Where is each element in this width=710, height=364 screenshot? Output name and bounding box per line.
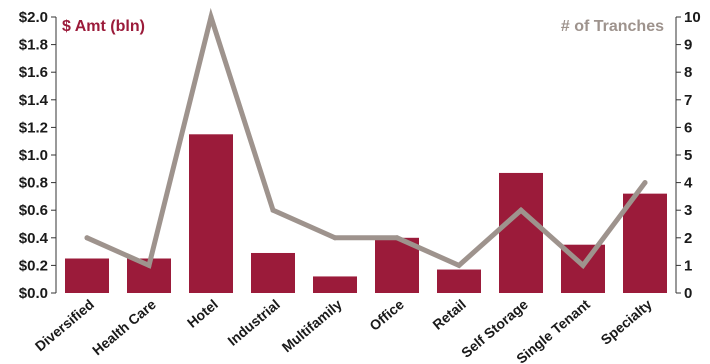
tranches-point [146,262,152,268]
category-label: Multifamily [279,296,345,355]
tranches-point [84,235,90,241]
right-axis-tick-label: 5 [684,147,692,164]
right-axis-tick-label: 0 [684,285,692,302]
bar-industrial [251,252,295,293]
tranches-point [642,180,648,186]
left-axis-tick-label: $0.0 [19,285,48,302]
tranches-point [270,207,276,213]
tranches-point [394,235,400,241]
tranches-line-series [84,7,648,270]
left-axis-tick-label: $1.6 [19,64,48,81]
right-axis-tick-label: 7 [684,92,692,109]
category-label: Retail [429,296,468,333]
category-label: Hotel [184,296,221,331]
bar-specialty [623,193,667,293]
bar-self-storage [499,172,543,293]
category-label: Health Care [89,296,159,358]
left-axis-label: $ Amt (bln) [62,18,145,35]
bar-multifamily [313,276,357,293]
tranches-point [208,14,214,20]
category-label: Diversified [32,296,97,354]
right-axis-tick-label: 3 [684,202,692,219]
left-axis-tick-label: $1.2 [19,119,48,136]
left-axis-tick-label: $0.6 [19,202,48,219]
right-axis-tick-label: 9 [684,37,692,54]
right-axis-tick-label: 4 [684,175,693,192]
right-axis-tick-label: 8 [684,64,692,81]
bar-retail [437,269,481,293]
left-axis-tick-label: $0.4 [19,230,49,247]
right-axis-tick-label: 6 [684,119,692,136]
right-axis-tick-label: 2 [684,230,692,247]
right-axis-tick-label: 1 [684,257,692,274]
category-label: Industrial [224,296,283,349]
right-axis-label: # of Tranches [561,18,664,35]
left-axis-tick-label: $1.4 [19,92,49,109]
tranches-line [84,7,648,270]
tranches-point [518,207,524,213]
left-axis-tick-label: $0.2 [19,257,48,274]
category-label: Office [366,296,407,334]
left-axis-tick-label: $1.8 [19,37,48,54]
left-axis: $0.0 $0.2 $0.4 $0.6 $0.8 $1.0 $1.2 $1.4 $1.6 $1.8… [19,9,57,302]
bar-series [65,134,667,293]
left-axis-tick-label: $2.0 [19,9,48,26]
right-axis: 0 1 2 3 4 5 6 7 8 9 10 [675,9,701,302]
bar-diversified [65,258,109,293]
bar-hotel [189,134,233,293]
tranches-point [580,262,586,268]
left-axis-tick-label: $0.8 [19,175,48,192]
category-label: Specialty [598,296,656,348]
tranches-point [332,235,338,241]
right-axis-tick-label: 10 [684,9,701,26]
left-axis-tick-label: $1.0 [19,147,48,164]
tranches-point [456,262,462,268]
